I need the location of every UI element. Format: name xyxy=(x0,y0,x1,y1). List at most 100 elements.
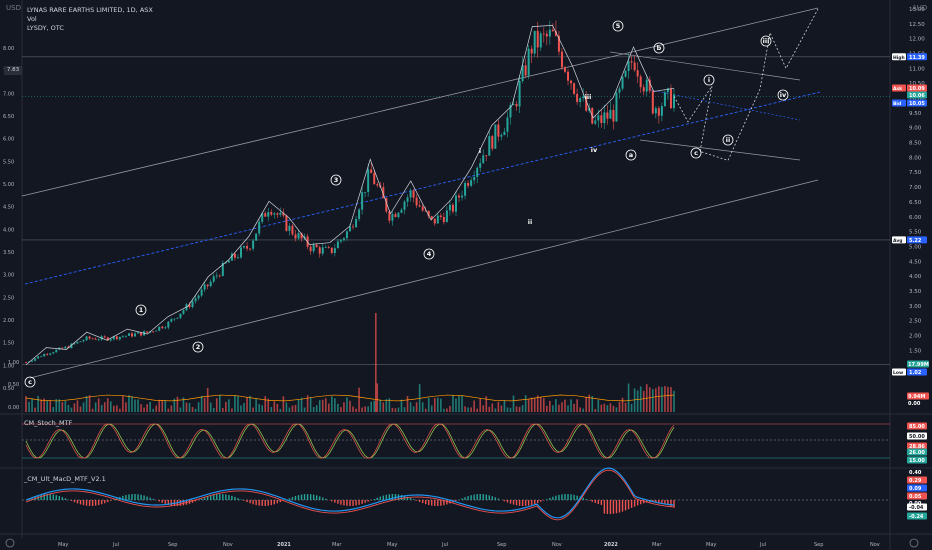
volume-bar xyxy=(412,406,415,412)
macd-hist-bar xyxy=(667,500,669,506)
price-tag-value: 5.22 xyxy=(909,238,922,244)
left-axis-tick-label: 5.00 xyxy=(3,182,14,188)
wave-label-text: c xyxy=(694,149,698,157)
volume-bar xyxy=(173,398,176,412)
candle-body xyxy=(545,33,548,37)
volume-bar xyxy=(458,396,460,412)
volume-bar xyxy=(282,396,285,412)
macd-hist-bar xyxy=(434,500,436,506)
price-tag-label-bg xyxy=(892,53,906,61)
settings-gear-icon[interactable] xyxy=(5,538,15,548)
macd-tag-value: 0.05 xyxy=(909,494,922,500)
volume-bar xyxy=(64,401,67,412)
price-tag-value-bg xyxy=(907,368,927,376)
wave-label-circle xyxy=(612,20,624,32)
macd-hist-bar xyxy=(546,499,548,500)
volume-bar xyxy=(539,397,542,412)
stoch-k-line xyxy=(25,423,675,459)
macd-hist-bar xyxy=(515,500,518,506)
macd-hist-bar xyxy=(573,494,575,500)
candle-body xyxy=(482,155,485,164)
wave-label-iii: iii xyxy=(760,35,772,47)
macd-hist-bar xyxy=(76,500,79,504)
candle-body xyxy=(503,131,506,136)
volume-bar xyxy=(279,408,282,412)
chart-settings-icon[interactable] xyxy=(909,538,919,548)
candle-body xyxy=(115,336,118,340)
volume-bar xyxy=(558,404,560,412)
macd-hist-bar xyxy=(261,500,263,506)
macd-hist-bar xyxy=(491,496,494,500)
macd-hist-bar xyxy=(143,495,145,500)
candle-body xyxy=(612,109,615,122)
macd-hist-bar xyxy=(210,495,212,500)
wave-label-circle xyxy=(653,42,665,54)
volume-bar xyxy=(491,403,494,412)
candle-body xyxy=(488,136,491,156)
volume-bar xyxy=(648,387,651,412)
candle-body xyxy=(321,247,324,254)
macd-hist-bar xyxy=(107,500,109,503)
candle-body xyxy=(533,30,536,54)
volume-bar xyxy=(61,401,64,412)
volume-tag-value: 17.99M xyxy=(908,362,929,368)
time-axis-tick-label: Mar xyxy=(652,542,662,548)
volume-bar xyxy=(149,401,151,412)
macd-hist-bar xyxy=(636,500,639,506)
volume-bar xyxy=(79,406,82,412)
macd-hist-bar xyxy=(409,498,412,500)
volume-bar xyxy=(203,397,206,412)
candle-body xyxy=(669,88,672,109)
volume-bar xyxy=(315,405,318,412)
currency-right-label: AUD xyxy=(912,4,928,12)
macd-tag-value: -0.24 xyxy=(909,514,924,520)
volume-tag-value: 9.94M xyxy=(908,394,925,400)
macd-hist-bar xyxy=(158,500,160,502)
volume-bar xyxy=(461,395,463,412)
wave-label-circle xyxy=(722,134,734,146)
candle-body xyxy=(352,226,355,228)
volume-bar xyxy=(55,399,58,412)
candle-body xyxy=(454,195,457,212)
volume-bar xyxy=(618,401,621,412)
volume-tag-bg xyxy=(907,360,929,368)
macd-indicator-label[interactable]: _CM_Ult_MacD_MTF_V2.1 xyxy=(24,475,106,483)
candle-body xyxy=(212,276,215,282)
volume-bar xyxy=(49,401,52,412)
candle-body xyxy=(164,327,167,329)
candle-body xyxy=(188,304,191,307)
volume-axis-tick: 0.00 xyxy=(8,405,19,411)
candle-body xyxy=(34,358,37,361)
wave-label-circle xyxy=(330,174,342,186)
volume-tag-bg xyxy=(907,399,929,407)
volume-bar xyxy=(176,396,179,412)
price-tag-label-bg xyxy=(892,236,906,244)
volume-bar xyxy=(167,408,170,412)
candle-body xyxy=(82,340,85,342)
volume-bar xyxy=(258,404,260,412)
volume-bar xyxy=(106,398,109,412)
candle-body xyxy=(267,212,270,217)
candle-body xyxy=(161,326,164,329)
volume-bar xyxy=(300,397,303,412)
candle-body xyxy=(370,169,373,174)
correction-channel-top xyxy=(609,51,801,81)
macd-hist-bar xyxy=(300,494,303,500)
candle-body xyxy=(270,212,273,215)
stoch-indicator-label[interactable]: CM_Stoch_MTF xyxy=(24,419,73,427)
macd-tag-value: -0.04 xyxy=(909,505,924,511)
macd-hist-bar xyxy=(352,500,354,506)
wave-label-3: 3 xyxy=(330,174,342,186)
macd-tag-bg xyxy=(907,503,927,511)
macd-hist-bar xyxy=(346,500,348,506)
candle-body xyxy=(609,109,612,119)
candle-body xyxy=(297,233,300,239)
macd-hist-bar xyxy=(191,500,194,503)
candle-body xyxy=(597,115,600,121)
time-axis-tick-label: Jul xyxy=(441,542,448,548)
volume-bar xyxy=(134,399,136,412)
macd-hist-bar xyxy=(582,497,584,500)
macd-hist-bar xyxy=(643,500,645,504)
volume-bar xyxy=(606,405,609,412)
